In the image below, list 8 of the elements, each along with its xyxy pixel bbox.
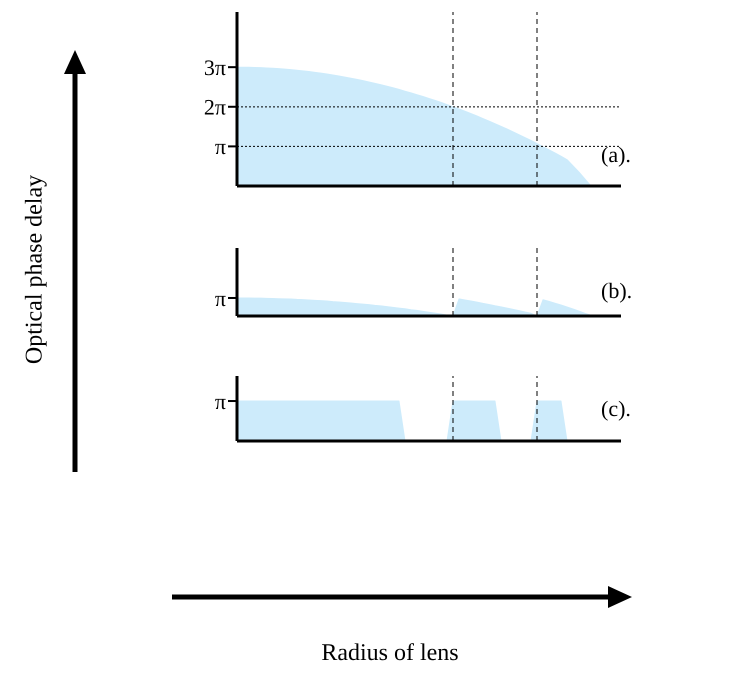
y-tick-label: 2π [204, 94, 226, 120]
x-axis-title: Radius of lens [320, 640, 460, 667]
chart-title: (b). [601, 278, 632, 304]
y-tick-label: 3π [204, 54, 226, 80]
chart-title: (c). [601, 396, 631, 422]
text: (a). [601, 142, 631, 168]
y-axis-title: Optical phase delay [22, 174, 48, 366]
y-tick-label: π [214, 134, 226, 160]
